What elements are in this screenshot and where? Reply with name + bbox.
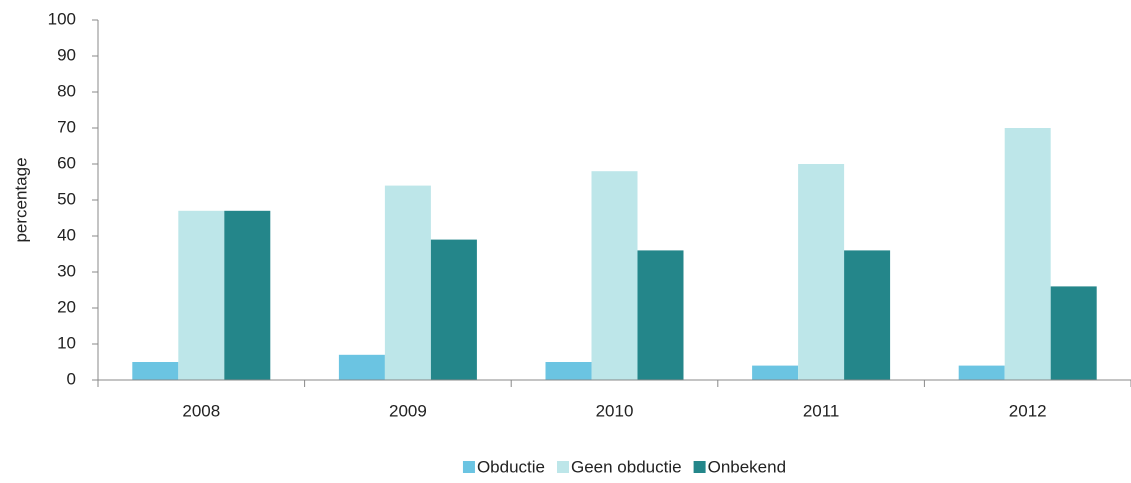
bar bbox=[132, 362, 179, 380]
x-tick-label: 2008 bbox=[182, 401, 220, 420]
y-tick-label: 80 bbox=[57, 81, 76, 100]
y-tick-label: 30 bbox=[57, 261, 76, 280]
bar bbox=[178, 210, 225, 380]
legend-swatch bbox=[693, 461, 706, 473]
y-tick-label: 0 bbox=[67, 369, 76, 388]
x-tick-label: 2009 bbox=[389, 401, 427, 420]
y-tick-label: 60 bbox=[57, 153, 76, 172]
bar bbox=[752, 365, 799, 380]
y-tick-label: 50 bbox=[57, 189, 76, 208]
bar bbox=[1004, 128, 1051, 380]
bar bbox=[1050, 286, 1097, 380]
x-tick-label: 2012 bbox=[1009, 401, 1047, 420]
bar bbox=[591, 171, 638, 380]
bar bbox=[338, 354, 385, 380]
y-tick-label: 40 bbox=[57, 225, 76, 244]
legend-label: Geen obductie bbox=[571, 457, 682, 476]
bar bbox=[430, 239, 477, 380]
y-tick-label: 70 bbox=[57, 117, 76, 136]
y-axis-label: percentage bbox=[11, 157, 30, 242]
y-tick-label: 90 bbox=[57, 45, 76, 64]
bar bbox=[958, 365, 1005, 380]
bar bbox=[545, 362, 592, 380]
bar bbox=[798, 164, 845, 380]
bar bbox=[224, 210, 271, 380]
bar bbox=[637, 250, 684, 380]
legend-label: Obductie bbox=[477, 457, 545, 476]
y-tick-label: 100 bbox=[48, 9, 76, 28]
legend-label: Onbekend bbox=[708, 457, 786, 476]
legend-swatch bbox=[557, 461, 569, 473]
y-tick-label: 20 bbox=[57, 297, 76, 316]
bar bbox=[384, 185, 431, 380]
y-tick-label: 10 bbox=[57, 333, 76, 352]
x-tick-label: 2011 bbox=[803, 401, 840, 420]
bar bbox=[844, 250, 891, 380]
x-tick-label: 2010 bbox=[596, 401, 634, 420]
legend-swatch bbox=[462, 461, 475, 473]
